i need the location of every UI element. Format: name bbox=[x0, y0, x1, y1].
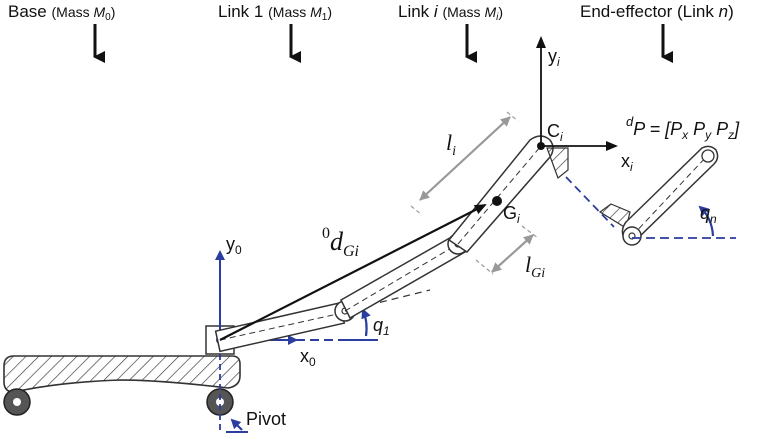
d-gi-vector bbox=[219, 204, 487, 341]
label-xi: xi bbox=[621, 151, 633, 174]
label-pivot: Pivot bbox=[246, 409, 286, 429]
li-dimension bbox=[410, 111, 519, 216]
header-link-1: Link 1 (Mass M1) bbox=[218, 2, 332, 63]
lgi-dimension bbox=[475, 225, 539, 275]
svg-text:Link 1 (Mass M1): Link 1 (Mass M1) bbox=[218, 2, 332, 23]
label-yi: yi bbox=[548, 46, 560, 69]
header-end-effector: End-effector (Link n) bbox=[580, 2, 734, 63]
end-effector-link bbox=[598, 145, 719, 246]
label-q1: q1 bbox=[373, 315, 390, 338]
q1-angle-arc bbox=[361, 308, 371, 337]
header-base: Base (Mass M0) bbox=[8, 2, 115, 63]
svg-text:End-effector (Link n): End-effector (Link n) bbox=[580, 2, 734, 21]
header-link-i: Link i (Mass Mi) bbox=[398, 2, 503, 63]
svg-text:Link i (Mass Mi): Link i (Mass Mi) bbox=[398, 2, 503, 23]
label-y0: y0 bbox=[226, 234, 242, 257]
label-ci: Ci bbox=[547, 121, 563, 144]
label-li: li bbox=[446, 130, 456, 159]
svg-text:Base (Mass M0): Base (Mass M0) bbox=[8, 2, 115, 23]
link-i bbox=[447, 135, 569, 253]
wheel-right bbox=[206, 388, 234, 416]
label-gi: Gi bbox=[503, 203, 520, 226]
gi-point bbox=[492, 196, 502, 206]
label-lgi: lGi bbox=[525, 252, 545, 281]
qn-angle-arc bbox=[698, 205, 715, 237]
pivot-arrow bbox=[230, 418, 243, 431]
label-qn: qn bbox=[700, 203, 717, 226]
label-p-equation: dP = [Px Py Pz] bbox=[626, 114, 740, 142]
label-d-gi: 0dGi bbox=[322, 225, 359, 260]
wheel-left bbox=[3, 388, 31, 416]
label-x0: x0 bbox=[300, 346, 316, 369]
link-1 bbox=[214, 289, 431, 353]
ee-connection-dashed bbox=[565, 176, 615, 228]
base-cart bbox=[3, 355, 241, 416]
